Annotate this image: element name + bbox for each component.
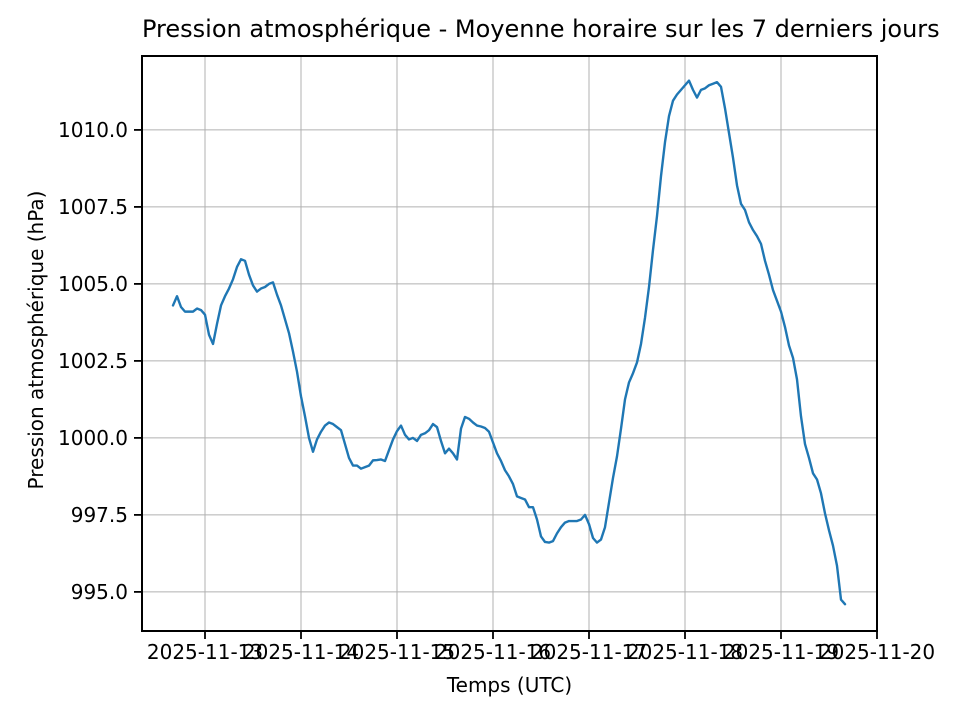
chart-title: Pression atmosphérique - Moyenne horaire…: [142, 15, 940, 43]
pressure-line: [171, 79, 847, 606]
x-tick-label: 2025-11-18: [627, 640, 743, 664]
x-tick-label: 2025-11-15: [339, 640, 455, 664]
y-tick-label: 1010.0: [58, 118, 128, 142]
x-tick-label: 2025-11-20: [819, 640, 935, 664]
y-axis-label: Pression atmosphérique (hPa): [24, 190, 48, 490]
x-axis-label: Temps (UTC): [446, 673, 573, 697]
x-tick-label: 2025-11-17: [531, 640, 647, 664]
y-tick-label: 995.0: [71, 580, 128, 604]
y-tick-label: 1000.0: [58, 426, 128, 450]
axes-frame: [141, 55, 878, 632]
x-tick-label: 2025-11-19: [723, 640, 839, 664]
x-tick-label: 2025-11-16: [435, 640, 551, 664]
x-tick-label: 2025-11-14: [243, 640, 359, 664]
y-tick-label: 1005.0: [58, 272, 128, 296]
y-tick-label: 997.5: [71, 503, 128, 527]
y-tick-label: 1002.5: [58, 349, 128, 373]
y-tick-label: 1007.5: [58, 195, 128, 219]
x-tick-label: 2025-11-13: [147, 640, 263, 664]
